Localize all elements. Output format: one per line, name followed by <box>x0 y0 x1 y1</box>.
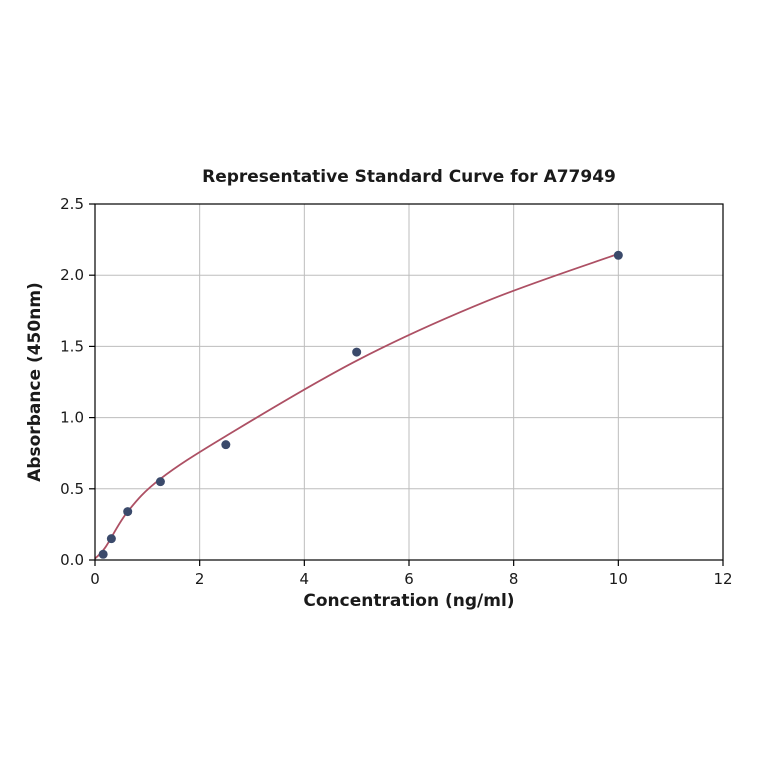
data-point <box>613 250 623 260</box>
data-point <box>106 534 116 544</box>
y-tick-label: 2.0 <box>60 266 84 284</box>
x-tick-label: 8 <box>509 570 519 588</box>
y-tick-label: 0.0 <box>60 551 84 569</box>
x-tick-label: 6 <box>404 570 414 588</box>
data-point <box>98 549 108 559</box>
x-tick-label: 4 <box>300 570 310 588</box>
data-point <box>221 440 231 450</box>
x-axis-label: Concentration (ng/ml) <box>303 591 514 611</box>
x-tick-label: 10 <box>609 570 628 588</box>
x-tick-label: 0 <box>90 570 100 588</box>
y-axis-label: Absorbance (450nm) <box>25 282 45 482</box>
y-tick-label: 1.0 <box>60 409 84 427</box>
x-tick-label: 2 <box>195 570 205 588</box>
x-tick-label: 12 <box>713 570 732 588</box>
y-tick-label: 1.5 <box>60 337 84 355</box>
data-point <box>123 507 133 517</box>
data-point <box>155 477 165 487</box>
data-point <box>352 347 362 357</box>
y-tick-label: 0.5 <box>60 480 84 498</box>
chart-title: Representative Standard Curve for A77949 <box>202 167 616 187</box>
y-tick-label: 2.5 <box>60 195 84 213</box>
